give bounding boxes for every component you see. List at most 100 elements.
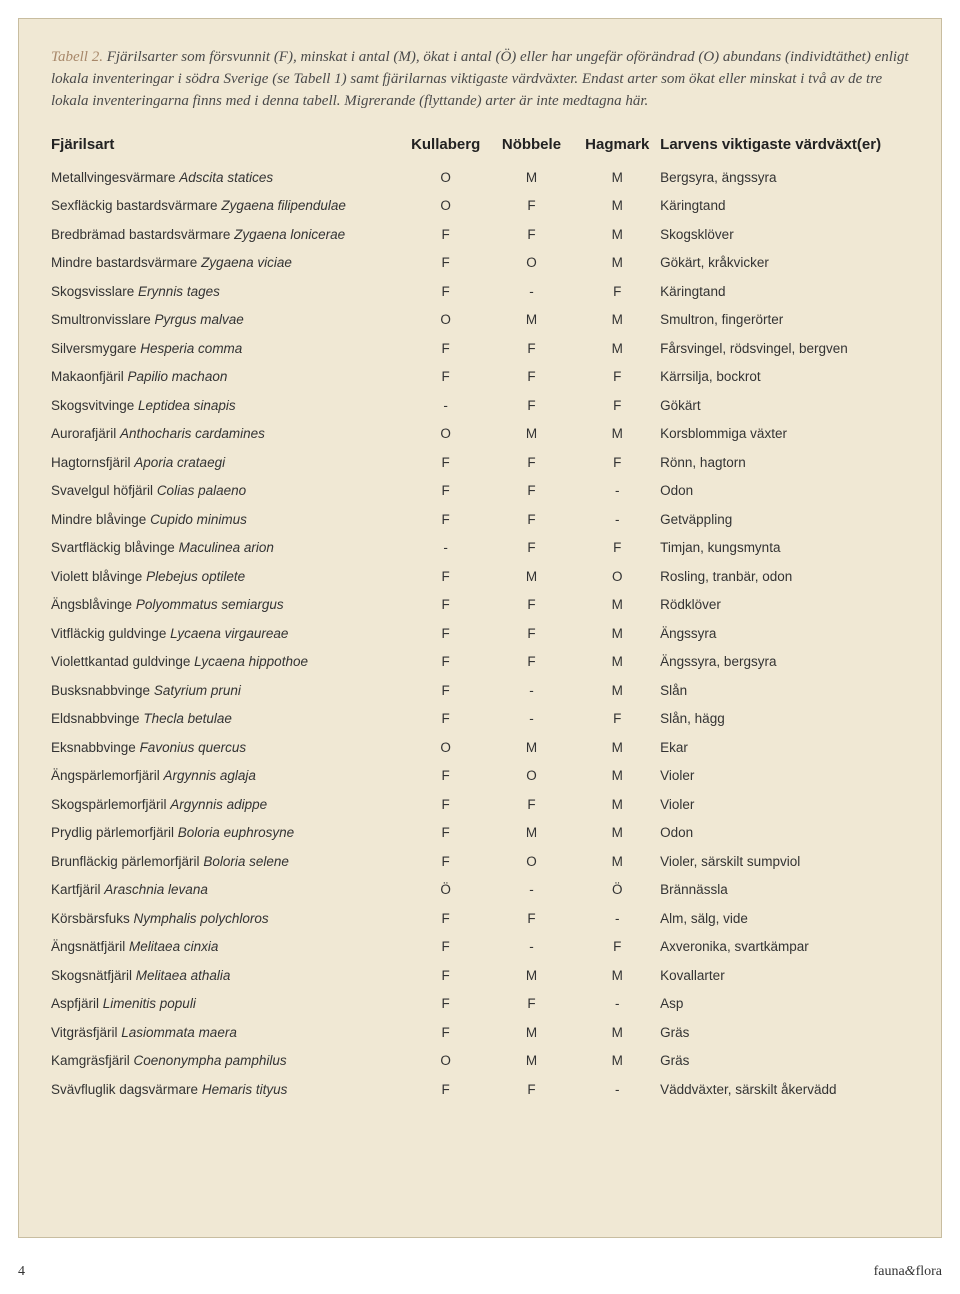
- species-cell: Busksnabbvinge Satyrium pruni: [51, 676, 403, 705]
- hagmark-cell: -: [574, 1075, 660, 1104]
- nobbele-cell: -: [489, 876, 575, 905]
- common-name: Vitfläckig guldvinge: [51, 626, 170, 641]
- plant-cell: Timjan, kungsmynta: [660, 534, 909, 563]
- plant-cell: Käringtand: [660, 192, 909, 221]
- nobbele-cell: M: [489, 306, 575, 335]
- common-name: Skogsvitvinge: [51, 398, 138, 413]
- kullaberg-cell: F: [403, 1075, 489, 1104]
- table-caption: Tabell 2. Fjärilsarter som försvunnit (F…: [51, 47, 909, 112]
- table-row: Metallvingesvärmare Adscita staticesOMMB…: [51, 163, 909, 192]
- plant-cell: Bergsyra, ängssyra: [660, 163, 909, 192]
- nobbele-cell: M: [489, 961, 575, 990]
- nobbele-cell: M: [489, 1047, 575, 1076]
- scientific-name: Erynnis tages: [138, 284, 220, 299]
- table-row: Eksnabbvinge Favonius quercusOMMEkar: [51, 733, 909, 762]
- plant-cell: Ängssyra: [660, 619, 909, 648]
- scientific-name: Polyommatus semiargus: [136, 597, 284, 612]
- common-name: Metallvingesvärmare: [51, 170, 179, 185]
- hagmark-cell: M: [574, 591, 660, 620]
- kullaberg-cell: O: [403, 306, 489, 335]
- col-header-plant: Larvens viktigaste värdväxt(er): [660, 136, 909, 163]
- species-cell: Skogsnätfjäril Melitaea athalia: [51, 961, 403, 990]
- table-row: Svartfläckig blåvinge Maculinea arion-FF…: [51, 534, 909, 563]
- kullaberg-cell: F: [403, 477, 489, 506]
- plant-cell: Smultron, fingerörter: [660, 306, 909, 335]
- species-cell: Violett blåvinge Plebejus optilete: [51, 562, 403, 591]
- table-row: Ängspärlemorfjäril Argynnis aglajaFOMVio…: [51, 762, 909, 791]
- nobbele-cell: F: [489, 1075, 575, 1104]
- col-header-kullaberg: Kullaberg: [403, 136, 489, 163]
- hagmark-cell: M: [574, 163, 660, 192]
- hagmark-cell: M: [574, 676, 660, 705]
- kullaberg-cell: -: [403, 534, 489, 563]
- common-name: Eksnabbvinge: [51, 740, 140, 755]
- kullaberg-cell: F: [403, 220, 489, 249]
- hagmark-cell: M: [574, 762, 660, 791]
- kullaberg-cell: F: [403, 648, 489, 677]
- common-name: Busksnabbvinge: [51, 683, 154, 698]
- scientific-name: Aporia crataegi: [134, 455, 225, 470]
- species-cell: Smultronvisslare Pyrgus malvae: [51, 306, 403, 335]
- kullaberg-cell: O: [403, 1047, 489, 1076]
- species-cell: Ängsblåvinge Polyommatus semiargus: [51, 591, 403, 620]
- common-name: Prydlig pärlemorfjäril: [51, 825, 178, 840]
- scientific-name: Melitaea cinxia: [129, 939, 218, 954]
- nobbele-cell: F: [489, 990, 575, 1019]
- species-cell: Metallvingesvärmare Adscita statices: [51, 163, 403, 192]
- nobbele-cell: M: [489, 163, 575, 192]
- common-name: Ängsnätfjäril: [51, 939, 129, 954]
- brand-fauna: fauna: [874, 1264, 905, 1279]
- table-row: Aspfjäril Limenitis populiFF-Asp: [51, 990, 909, 1019]
- scientific-name: Argynnis aglaja: [164, 768, 256, 783]
- table-row: Svavelgul höfjäril Colias palaenoFF-Odon: [51, 477, 909, 506]
- species-cell: Eksnabbvinge Favonius quercus: [51, 733, 403, 762]
- table-row: Skogspärlemorfjäril Argynnis adippeFFMVi…: [51, 790, 909, 819]
- common-name: Vitgräsfjäril: [51, 1025, 121, 1040]
- table-row: Aurorafjäril Anthocharis cardaminesOMMKo…: [51, 420, 909, 449]
- hagmark-cell: O: [574, 562, 660, 591]
- scientific-name: Araschnia levana: [104, 882, 208, 897]
- common-name: Skogsvisslare: [51, 284, 138, 299]
- table-row: Kartfjäril Araschnia levanaÖ-ÖBrännässla: [51, 876, 909, 905]
- nobbele-cell: F: [489, 904, 575, 933]
- brand-amp: &: [905, 1264, 916, 1279]
- common-name: Kartfjäril: [51, 882, 104, 897]
- plant-cell: Rödklöver: [660, 591, 909, 620]
- plant-cell: Gräs: [660, 1047, 909, 1076]
- scientific-name: Zygaena viciae: [201, 255, 292, 270]
- common-name: Eldsnabbvinge: [51, 711, 143, 726]
- hagmark-cell: F: [574, 705, 660, 734]
- common-name: Violettkantad guldvinge: [51, 654, 194, 669]
- species-cell: Kartfjäril Araschnia levana: [51, 876, 403, 905]
- scientific-name: Zygaena filipendulae: [221, 198, 346, 213]
- plant-cell: Alm, sälg, vide: [660, 904, 909, 933]
- kullaberg-cell: F: [403, 847, 489, 876]
- nobbele-cell: O: [489, 847, 575, 876]
- hagmark-cell: F: [574, 363, 660, 392]
- plant-cell: Violer: [660, 790, 909, 819]
- species-cell: Sexfläckig bastardsvärmare Zygaena filip…: [51, 192, 403, 221]
- scientific-name: Hemaris tityus: [202, 1082, 288, 1097]
- species-cell: Skogsvitvinge Leptidea sinapis: [51, 391, 403, 420]
- kullaberg-cell: F: [403, 904, 489, 933]
- species-cell: Eldsnabbvinge Thecla betulae: [51, 705, 403, 734]
- common-name: Mindre bastardsvärmare: [51, 255, 201, 270]
- hagmark-cell: Ö: [574, 876, 660, 905]
- species-cell: Vitfläckig guldvinge Lycaena virgaureae: [51, 619, 403, 648]
- kullaberg-cell: F: [403, 990, 489, 1019]
- kullaberg-cell: F: [403, 363, 489, 392]
- common-name: Smultronvisslare: [51, 312, 155, 327]
- kullaberg-cell: Ö: [403, 876, 489, 905]
- plant-cell: Slån, hägg: [660, 705, 909, 734]
- table-body: Metallvingesvärmare Adscita staticesOMMB…: [51, 163, 909, 1104]
- nobbele-cell: F: [489, 505, 575, 534]
- nobbele-cell: M: [489, 420, 575, 449]
- kullaberg-cell: F: [403, 705, 489, 734]
- scientific-name: Lycaena virgaureae: [170, 626, 288, 641]
- plant-cell: Slån: [660, 676, 909, 705]
- nobbele-cell: F: [489, 591, 575, 620]
- hagmark-cell: F: [574, 391, 660, 420]
- scientific-name: Papilio machaon: [128, 369, 228, 384]
- common-name: Sexfläckig bastardsvärmare: [51, 198, 221, 213]
- nobbele-cell: M: [489, 733, 575, 762]
